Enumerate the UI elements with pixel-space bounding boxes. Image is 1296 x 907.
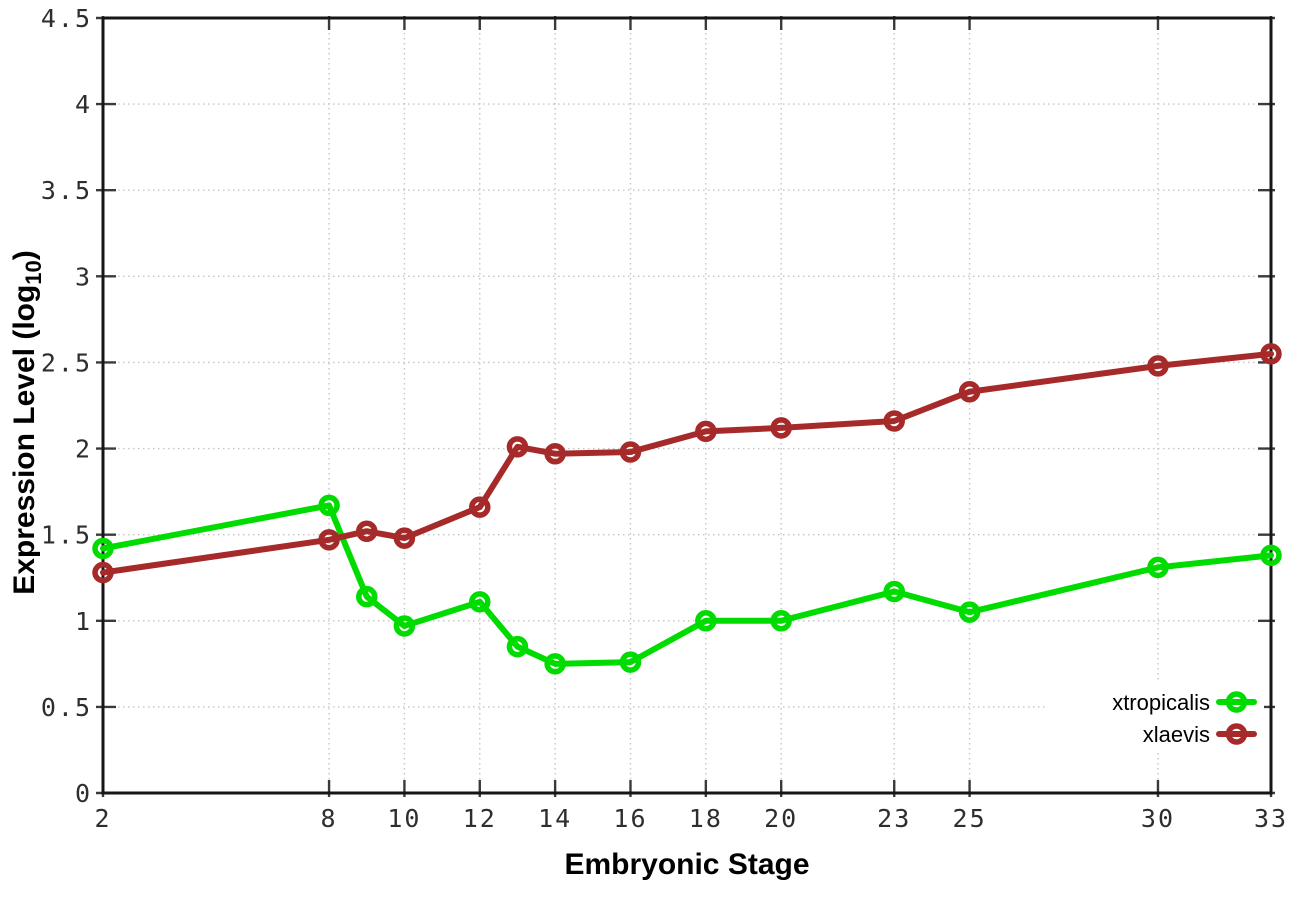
y-tick-label: 1 <box>75 607 92 636</box>
y-axis-title-subscript: 10 <box>21 260 46 284</box>
x-tick-label: 18 <box>689 804 723 833</box>
legend-sample-marker-xlaevis <box>1225 723 1248 745</box>
data-point-xlaevis <box>958 380 981 403</box>
data-point-xlaevis <box>469 496 491 518</box>
data-point-xtropicalis <box>695 610 717 632</box>
y-tick-label: 0.5 <box>41 693 92 722</box>
data-point-xtropicalis <box>318 494 340 517</box>
data-point-xlaevis <box>544 442 566 465</box>
data-point-xtropicalis <box>619 651 642 673</box>
y-tick-label: 1.5 <box>41 521 92 550</box>
data-point-xlaevis <box>1260 343 1282 365</box>
data-point-xtropicalis <box>393 615 416 637</box>
y-tick-label: 0 <box>75 779 92 808</box>
tick-label-layer: 2 8 10 12 14 16 18 20 23 25 30 33 0 0.5 1 1.5 2 2.5 3 3.5 4 4… <box>41 4 1288 833</box>
data-point-xlaevis <box>506 436 529 458</box>
data-point-xtropicalis <box>958 601 981 623</box>
data-point-xlaevis <box>619 441 642 463</box>
series-line-xtropicalis <box>100 502 1274 667</box>
data-point-xlaevis <box>355 520 378 542</box>
x-tick-label: 10 <box>387 804 421 833</box>
legend-label-xtropicalis: xtropicalis <box>1112 690 1210 715</box>
x-axis-title: Embryonic Stage <box>564 848 809 881</box>
x-tick-label: 30 <box>1141 804 1175 833</box>
border-layer <box>101 16 1273 795</box>
x-tick-label: 16 <box>613 804 647 833</box>
data-point-xlaevis <box>1147 355 1169 377</box>
tick-layer <box>96 16 1275 797</box>
legend: xtropicalis xlaevis <box>1048 682 1264 752</box>
x-tick-label: 14 <box>538 804 572 833</box>
data-point-xtropicalis <box>1260 544 1282 567</box>
data-point-xtropicalis <box>92 537 114 560</box>
data-point-xtropicalis <box>469 591 491 613</box>
y-tick-label: 2.5 <box>41 348 92 377</box>
data-point-xlaevis <box>318 529 340 551</box>
legend-label-xlaevis: xlaevis <box>1143 722 1210 747</box>
data-point-xtropicalis <box>883 580 905 603</box>
grid-layer <box>103 18 1271 793</box>
x-tick-label: 12 <box>463 804 497 833</box>
data-point-xlaevis <box>883 410 905 432</box>
x-tick-label: 20 <box>764 804 798 833</box>
data-point-xlaevis <box>695 420 717 443</box>
y-tick-label: 3 <box>75 262 92 291</box>
x-tick-label: 2 <box>94 804 111 833</box>
x-tick-label: 33 <box>1254 804 1288 833</box>
y-tick-label: 4 <box>75 90 92 119</box>
y-axis-title-close: ) <box>8 250 41 260</box>
data-point-xlaevis <box>770 417 792 439</box>
y-axis-title: Expression Level (log10) <box>8 250 46 595</box>
plot-border <box>101 16 1273 795</box>
x-tick-label: 8 <box>321 804 338 833</box>
data-point-xtropicalis <box>506 635 529 658</box>
y-tick-label: 3.5 <box>41 176 92 205</box>
series-line-xlaevis <box>100 350 1274 576</box>
data-point-xtropicalis <box>770 610 792 632</box>
y-axis-title-main: Expression Level (log <box>8 285 41 595</box>
data-point-xlaevis <box>92 561 114 584</box>
data-point-xtropicalis <box>355 585 378 608</box>
data-point-xtropicalis <box>544 653 566 675</box>
series-layer <box>92 343 1282 675</box>
x-tick-label: 25 <box>953 804 987 833</box>
x-tick-label: 23 <box>877 804 911 833</box>
y-tick-label: 4.5 <box>41 4 92 33</box>
y-tick-label: 2 <box>75 435 92 464</box>
data-point-xlaevis <box>393 527 416 549</box>
legend-sample-marker-xtropicalis <box>1225 691 1248 713</box>
data-point-xtropicalis <box>1147 556 1169 579</box>
